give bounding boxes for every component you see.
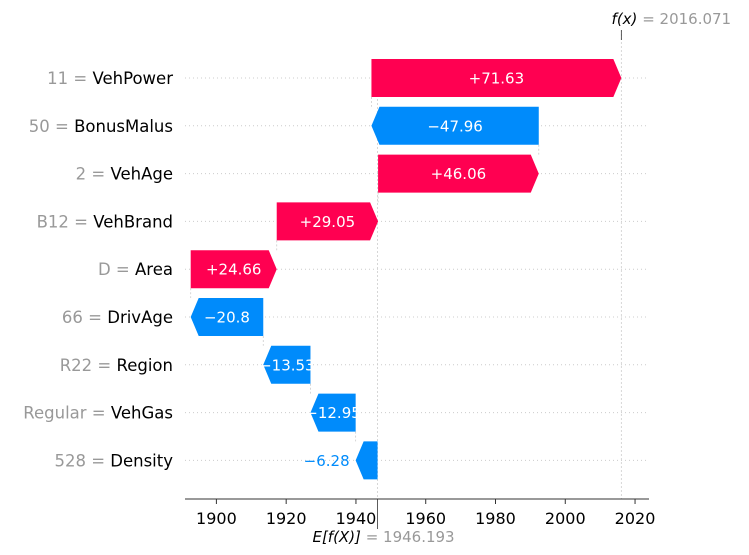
feature-label-VehPower: 11 = VehPower <box>47 69 173 88</box>
feature-value: 2 = <box>76 165 111 184</box>
feature-name: Region <box>117 356 174 375</box>
bar-value-label: −6.28 <box>304 452 350 470</box>
feature-value: D = <box>98 260 135 279</box>
bar-value-label: −47.96 <box>427 117 483 135</box>
feature-name: BonusMalus <box>74 117 173 136</box>
feature-value: 66 = <box>62 308 107 327</box>
feature-value: B12 = <box>37 212 94 231</box>
feature-value: 50 = <box>29 117 74 136</box>
bar-VehPower <box>371 59 622 97</box>
bar-Area <box>190 250 277 289</box>
feature-label-VehAge: 2 = VehAge <box>76 165 173 184</box>
base-value-annotation: E[f(X)] = 1946.193 <box>312 528 454 546</box>
labels-layer: 11 = VehPower 50 = BonusMalus 2 = VehAge B1… <box>23 69 173 470</box>
bar-Region <box>263 345 311 384</box>
x-tick-label: 1900 <box>196 509 237 528</box>
feature-name: Density <box>110 451 173 470</box>
bar-value-label: −12.95 <box>305 404 361 422</box>
bar-value-label: −20.8 <box>204 309 250 327</box>
feature-label-Region: R22 = Region <box>60 356 173 375</box>
feature-name: VehGas <box>111 404 173 423</box>
bar-VehAge <box>378 154 539 193</box>
feature-name: Area <box>135 260 173 279</box>
bar-value-label: +46.06 <box>431 165 487 183</box>
feature-label-BonusMalus: 50 = BonusMalus <box>29 117 173 136</box>
x-tick-label: 1940 <box>336 509 377 528</box>
bar-value-label: +71.63 <box>469 70 525 88</box>
bar-Density <box>355 441 378 480</box>
feature-label-VehBrand: B12 = VehBrand <box>37 212 173 231</box>
output-value-annotation: f(x) = 2016.071 <box>612 10 732 28</box>
feature-label-VehGas: Regular = VehGas <box>23 404 173 423</box>
x-tick-label: 1980 <box>475 509 516 528</box>
bar-value-label: +29.05 <box>300 213 356 231</box>
feature-label-DrivAge: 66 = DrivAge <box>62 308 173 327</box>
output-label: f(x) <box>612 10 638 28</box>
feature-name: VehBrand <box>93 212 173 231</box>
x-axis: 1900 1920 1940 1960 1980 2000 2020 E[f(X)] = 19… <box>185 498 656 546</box>
x-tick-label: 1920 <box>266 509 307 528</box>
x-tick-label: 1960 <box>405 509 446 528</box>
bars-layer: +71.63 −47.96 +46.06 +29.05 +24.66 −20.8 −13.5… <box>190 59 622 480</box>
bar-VehGas <box>310 393 356 432</box>
bar-BonusMalus <box>371 106 539 145</box>
base-value-text: = 1946.193 <box>361 528 455 546</box>
feature-value: 528 = <box>54 451 110 470</box>
feature-value: 11 = <box>47 69 92 88</box>
feature-value: Regular = <box>23 404 111 423</box>
bar-value-label: +24.66 <box>206 261 262 279</box>
feature-value: R22 = <box>60 356 117 375</box>
feature-label-Density: 528 = Density <box>54 451 173 470</box>
x-tick-label: 2000 <box>545 509 586 528</box>
output-annotation: f(x) = 2016.071 <box>612 10 732 40</box>
bar-VehBrand <box>276 202 379 241</box>
base-label: E[f(X)] <box>312 528 361 546</box>
bar-value-label: −13.53 <box>259 356 315 374</box>
feature-label-Area: D = Area <box>98 260 173 279</box>
feature-name: VehAge <box>110 165 173 184</box>
x-tick-label: 2020 <box>615 509 656 528</box>
output-value-text: = 2016.071 <box>637 10 731 28</box>
bar-DrivAge <box>190 298 264 336</box>
feature-name: VehPower <box>92 69 173 88</box>
feature-name: DrivAge <box>107 308 173 327</box>
